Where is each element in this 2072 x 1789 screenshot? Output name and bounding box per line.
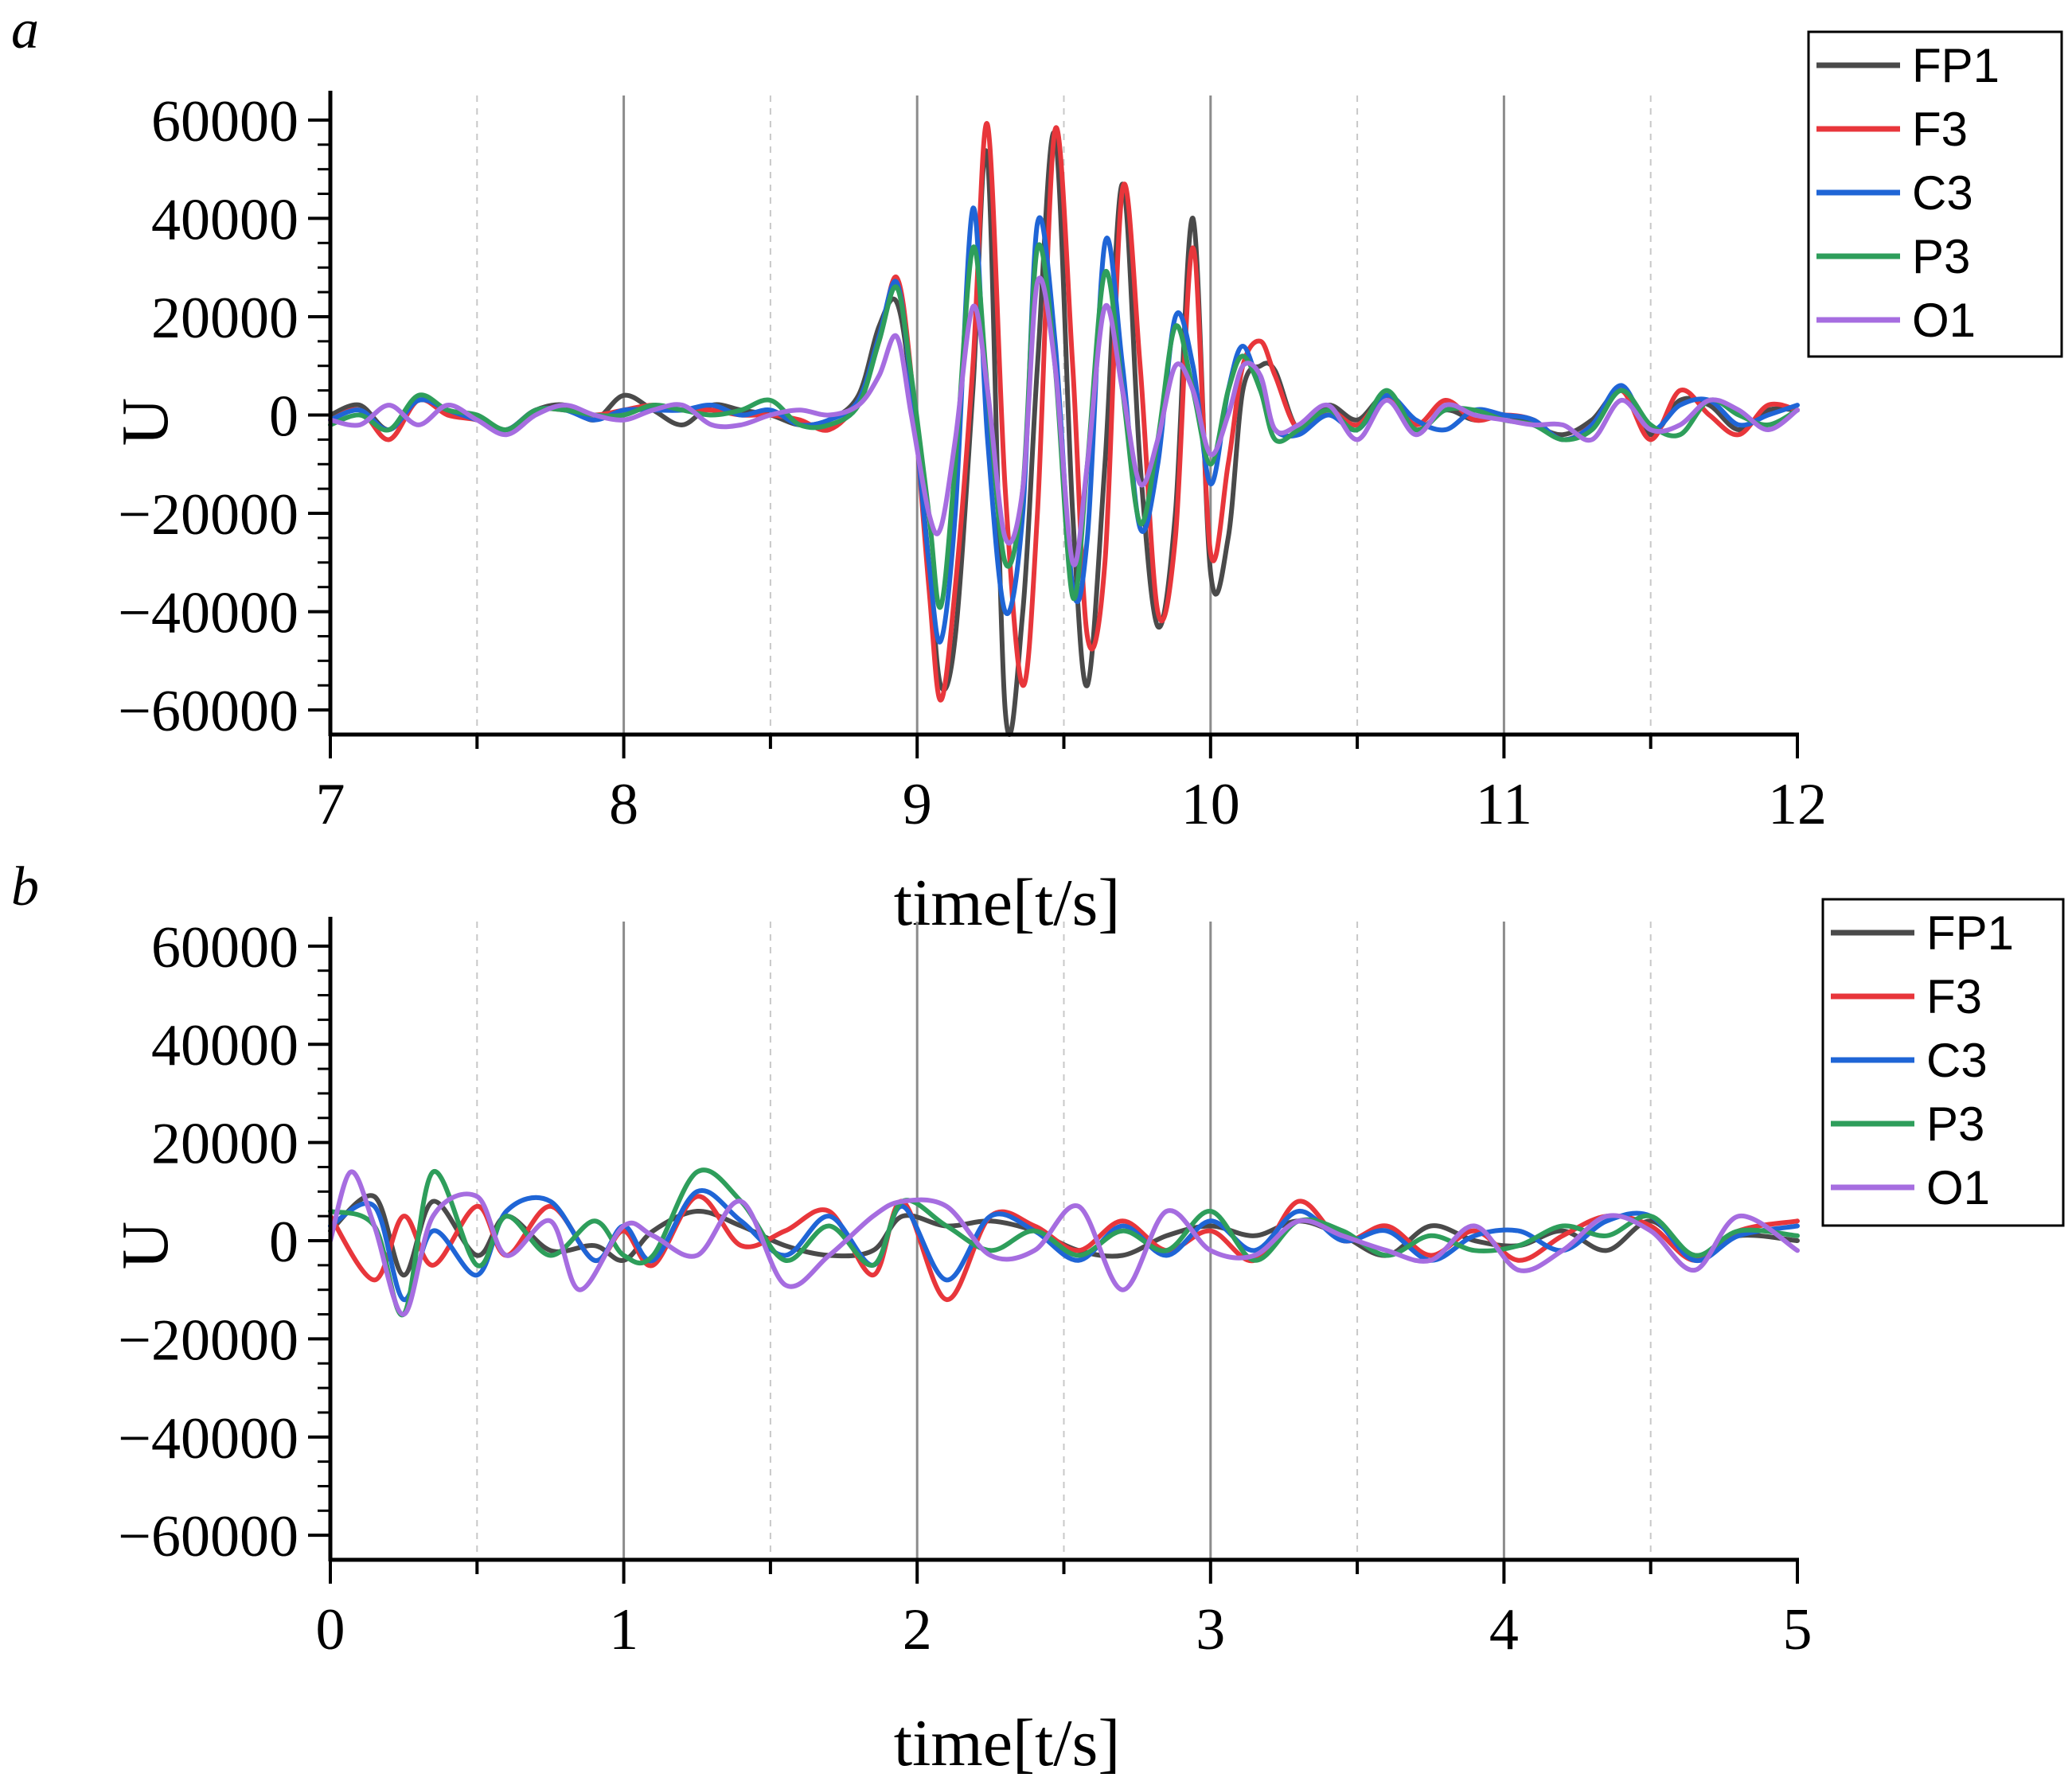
- x-tick-label: 12: [1768, 772, 1827, 837]
- axes: 0 1 2 3 4 5 60000 40000 20000 0 −20000 −40000 −60000: [118, 915, 1812, 1662]
- x-tick-label: 10: [1181, 772, 1240, 837]
- series-line-c3: [328, 1188, 1800, 1302]
- legend-label: P3: [1926, 1097, 1984, 1151]
- x-tick-label: 2: [903, 1597, 932, 1662]
- x-tick-label: 11: [1476, 772, 1532, 837]
- panel-a: a 7 8 9 10 11 12 60000 40000 20000 0 −20000 −40000 −…: [11, 0, 2063, 940]
- x-axis-title: time[t/s]: [894, 866, 1121, 940]
- panel-b: b 0 1 2 3 4 5 60000 40000 20000 0 −20000 −40000 −600…: [11, 856, 2065, 1780]
- x-axis-title: time[t/s]: [894, 1706, 1121, 1780]
- legend-label: C3: [1912, 166, 1973, 220]
- legend-label: C3: [1926, 1034, 1988, 1087]
- series-line-p3: [328, 1167, 1800, 1318]
- legend-label: O1: [1912, 294, 1976, 347]
- y-tick-label: −60000: [118, 679, 299, 744]
- x-tick-label: 9: [903, 772, 932, 837]
- legend-label: O1: [1926, 1161, 1990, 1214]
- y-tick-label: 20000: [151, 1112, 299, 1177]
- x-tick-label: 8: [609, 772, 638, 837]
- panel-letter: a: [11, 0, 39, 60]
- series-line-o1: [328, 275, 1800, 567]
- y-tick-label: 0: [269, 1210, 299, 1275]
- axes: 7 8 9 10 11 12 60000 40000 20000 0 −20000 −40000 −60…: [118, 89, 1827, 837]
- series-line-o1: [328, 1169, 1800, 1317]
- legend-label: F3: [1926, 970, 1982, 1023]
- y-tick-label: −60000: [118, 1504, 299, 1569]
- series-line-f3: [328, 121, 1800, 703]
- panel-letter: b: [11, 856, 39, 918]
- y-tick-label: 60000: [151, 89, 299, 154]
- series-lines: [328, 121, 1800, 738]
- legend-label: FP1: [1926, 906, 2014, 960]
- y-tick-label: 40000: [151, 187, 299, 252]
- x-tick-label: 0: [316, 1597, 345, 1662]
- series-lines: [328, 1167, 1800, 1318]
- legend: FP1 F3 C3 P3 O1: [1821, 898, 2065, 1227]
- y-tick-label: 0: [269, 384, 299, 450]
- y-tick-label: 20000: [151, 286, 299, 351]
- x-tick-label: 3: [1196, 1597, 1225, 1662]
- legend-label: P3: [1912, 230, 1970, 283]
- x-tick-label: 5: [1783, 1597, 1813, 1662]
- y-tick-label: 60000: [151, 915, 299, 980]
- y-tick-label: −20000: [118, 482, 299, 548]
- x-tick-label: 7: [316, 772, 345, 837]
- y-tick-label: 40000: [151, 1013, 299, 1078]
- y-tick-label: −40000: [118, 1406, 299, 1471]
- legend: FP1 F3 C3 P3 O1: [1807, 30, 2063, 358]
- y-tick-label: −20000: [118, 1308, 299, 1373]
- y-axis-title: U: [108, 1222, 182, 1270]
- legend-label: FP1: [1912, 39, 2000, 92]
- y-tick-label: −40000: [118, 581, 299, 646]
- y-axis-title: U: [108, 398, 182, 446]
- x-tick-label: 4: [1489, 1597, 1519, 1662]
- x-tick-label: 1: [609, 1597, 638, 1662]
- legend-label: F3: [1912, 103, 1968, 156]
